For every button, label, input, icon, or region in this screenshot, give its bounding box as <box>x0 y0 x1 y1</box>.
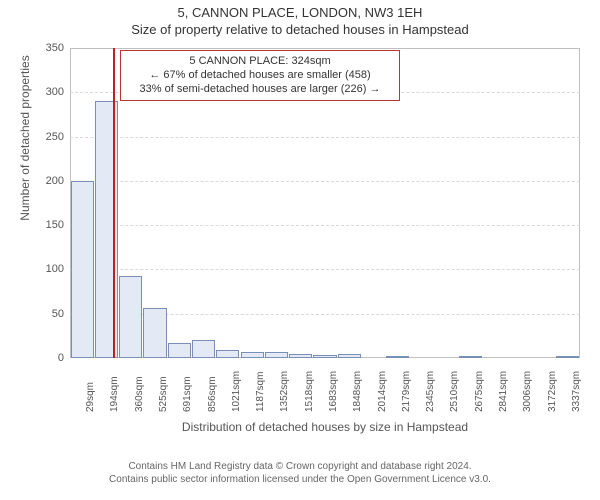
x-tick-label: 2014sqm <box>377 371 388 412</box>
histogram-bar <box>241 352 264 358</box>
y-tick-label: 50 <box>52 308 70 320</box>
y-tick-label: 0 <box>58 352 70 364</box>
callout-box: 5 CANNON PLACE: 324sqm← 67% of detached … <box>120 50 400 101</box>
x-tick-label: 3337sqm <box>571 371 582 412</box>
histogram-bar <box>143 308 166 358</box>
x-tick-label: 856sqm <box>207 376 218 412</box>
y-tick-label: 350 <box>46 42 70 54</box>
y-tick-label: 150 <box>46 219 70 231</box>
histogram-bar <box>71 181 94 358</box>
callout-line: 33% of semi-detached houses are larger (… <box>127 83 393 97</box>
gridline <box>70 225 580 226</box>
x-tick-label: 2510sqm <box>449 371 460 412</box>
x-tick-label: 360sqm <box>134 376 145 412</box>
footer-attribution: Contains HM Land Registry data © Crown c… <box>0 460 600 486</box>
x-tick-label: 29sqm <box>85 382 96 412</box>
histogram-bar <box>386 356 409 358</box>
footer-line1: Contains HM Land Registry data © Crown c… <box>0 460 600 473</box>
page-title: 5, CANNON PLACE, LONDON, NW3 1EH <box>0 5 600 20</box>
gridline <box>70 269 580 270</box>
y-axis-label: Number of detached properties <box>18 0 32 293</box>
histogram-bar <box>192 340 215 358</box>
y-tick-label: 300 <box>46 86 70 98</box>
x-tick-label: 2179sqm <box>401 371 412 412</box>
histogram-bar <box>168 343 191 358</box>
x-tick-label: 3006sqm <box>522 371 533 412</box>
x-tick-label: 525sqm <box>158 376 169 412</box>
y-tick-label: 200 <box>46 175 70 187</box>
y-tick-label: 250 <box>46 131 70 143</box>
x-tick-label: 1187sqm <box>255 372 266 412</box>
x-tick-label: 194sqm <box>109 376 120 412</box>
x-tick-label: 3172sqm <box>547 371 558 412</box>
histogram-bar <box>289 354 312 358</box>
histogram-bar <box>459 356 482 358</box>
x-tick-label: 2841sqm <box>498 371 509 412</box>
x-tick-label: 1352sqm <box>279 371 290 412</box>
x-tick-label: 1518sqm <box>304 371 315 412</box>
x-axis-label: Distribution of detached houses by size … <box>70 420 580 434</box>
x-tick-label: 1848sqm <box>352 371 363 412</box>
callout-line: 5 CANNON PLACE: 324sqm <box>127 55 393 69</box>
x-tick-label: 2345sqm <box>425 371 436 412</box>
x-tick-label: 2675sqm <box>474 371 485 412</box>
histogram-bar <box>216 350 239 358</box>
gridline <box>70 181 580 182</box>
x-tick-label: 1683sqm <box>328 371 339 412</box>
histogram-bar <box>119 276 142 358</box>
histogram-bar <box>265 352 288 358</box>
x-tick-label: 691sqm <box>182 376 193 412</box>
footer-line2: Contains public sector information licen… <box>0 473 600 486</box>
gridline <box>70 137 580 138</box>
callout-line: ← 67% of detached houses are smaller (45… <box>127 69 393 83</box>
property-marker-line <box>113 48 115 358</box>
histogram-bar <box>313 355 336 358</box>
y-tick-label: 100 <box>46 263 70 275</box>
histogram-bar <box>338 354 361 358</box>
x-tick-label: 1021sqm <box>231 371 242 412</box>
histogram-bar <box>556 356 579 358</box>
page-subtitle: Size of property relative to detached ho… <box>0 22 600 37</box>
